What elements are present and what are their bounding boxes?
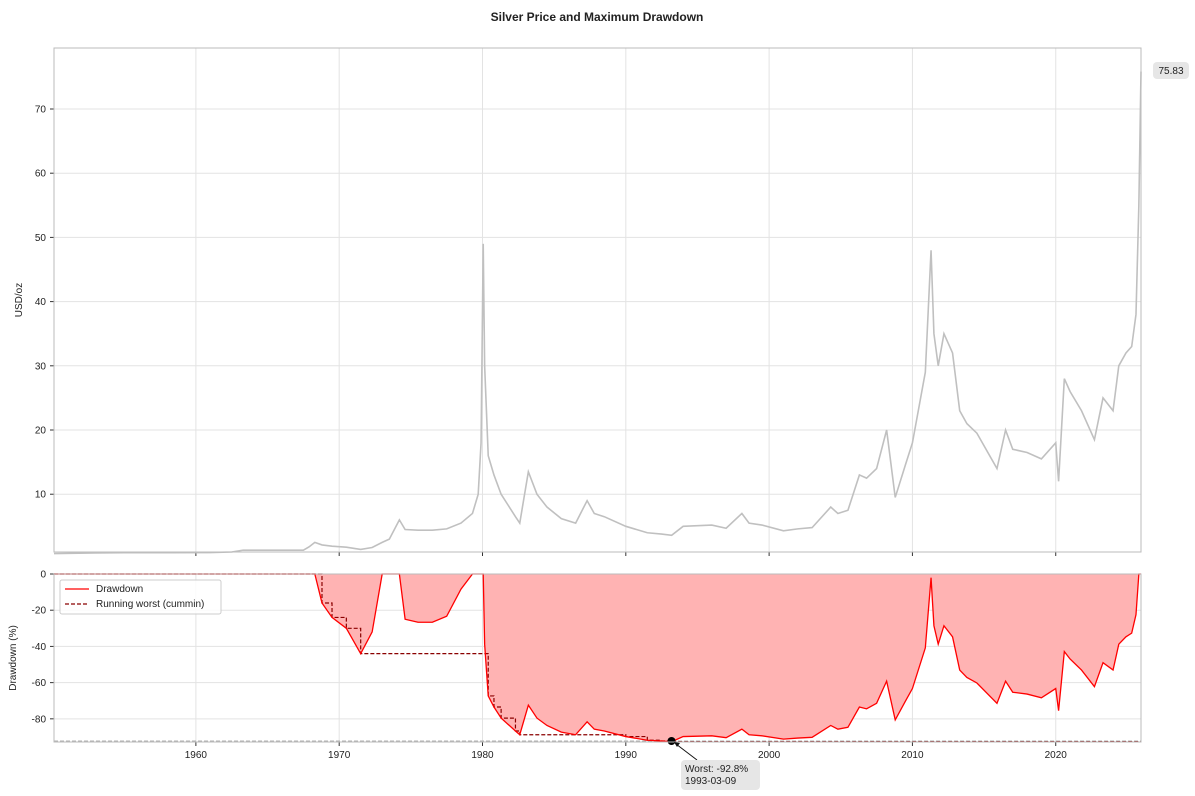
last-price-text: 75.83 — [1158, 66, 1183, 77]
price-axes: 10 20 30 40 50 60 70 — [35, 47, 1142, 556]
worst-annotation: Worst: -92.8% 1993-03-09 — [674, 742, 760, 790]
drawdown-ylabel: Drawdown (%) — [8, 625, 19, 691]
price-line — [53, 71, 1142, 555]
x-tick-label: 2000 — [758, 750, 781, 761]
y-tick-label: -40 — [32, 642, 47, 653]
worst-date: 1993-03-09 — [685, 776, 737, 787]
y-tick-label: 10 — [35, 490, 47, 501]
legend: Drawdown Running worst (cummin) — [59, 579, 222, 615]
y-tick-label: -80 — [32, 714, 47, 725]
legend-running-worst: Running worst (cummin) — [96, 599, 204, 610]
overlay: Worst: -92.8% 1993-03-09 Drawdown Runnin… — [59, 579, 760, 790]
arrowhead-icon — [674, 742, 680, 747]
y-tick-label: 50 — [35, 233, 47, 244]
last-price-label: 75.83 — [1153, 62, 1189, 79]
y-tick-label: 70 — [35, 104, 47, 115]
x-tick-label: 1990 — [615, 750, 638, 761]
y-tick-label: 30 — [35, 361, 47, 372]
y-tick-label: 40 — [35, 297, 47, 308]
y-tick-label: -60 — [32, 678, 47, 689]
worst-label: Worst: -92.8% — [685, 764, 748, 775]
y-tick-label: -20 — [32, 606, 47, 617]
price-axes-frame — [53, 47, 1142, 553]
x-tick-label: 1960 — [185, 750, 208, 761]
annotation-arrow — [675, 743, 698, 761]
drawdown-axes-frame — [53, 573, 1142, 743]
worst-point-marker — [667, 737, 676, 745]
x-tick-label: 1970 — [328, 750, 351, 761]
x-tick-label: 2020 — [1045, 750, 1068, 761]
y-tick-label: 20 — [35, 426, 47, 437]
running-worst-line — [54, 573, 1141, 743]
y-tick-label: 60 — [35, 169, 47, 180]
legend-drawdown: Drawdown — [96, 584, 143, 595]
drawdown-axes: 1960 1970 1980 1990 2000 2010 2020 0 -20 -40 -60 -8… — [32, 570, 1142, 761]
price-ylabel: USD/oz — [14, 283, 25, 317]
chart-title: Silver Price and Maximum Drawdown — [491, 10, 704, 24]
y-tick-label: 0 — [40, 570, 46, 581]
drawdown-fill — [54, 574, 1141, 742]
x-tick-label: 1980 — [471, 750, 494, 761]
x-tick-label: 2010 — [901, 750, 924, 761]
